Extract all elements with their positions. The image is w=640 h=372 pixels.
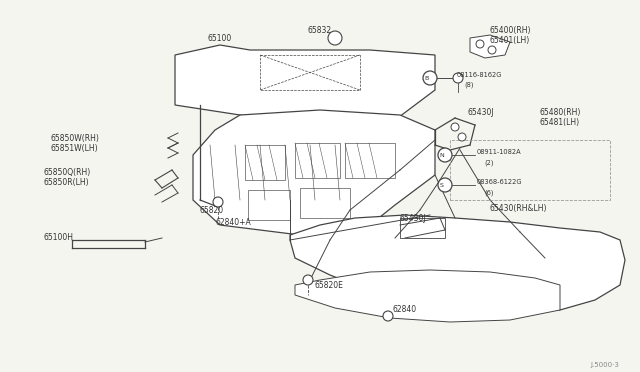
Text: 65850W(RH): 65850W(RH) [50,134,99,142]
Text: 65850R(LH): 65850R(LH) [43,177,88,186]
Polygon shape [193,110,435,235]
Circle shape [213,197,223,207]
Text: 65850Q(RH): 65850Q(RH) [43,167,90,176]
Polygon shape [175,45,435,130]
Text: 65100: 65100 [208,33,232,42]
Text: N: N [440,153,444,157]
Text: B: B [425,76,429,80]
Text: (8): (8) [464,82,474,88]
Text: (2): (2) [484,160,493,166]
Text: 08911-1082A: 08911-1082A [477,149,522,155]
Polygon shape [290,215,625,310]
Text: 65430(RH&LH): 65430(RH&LH) [490,203,547,212]
Circle shape [328,31,342,45]
Text: (6): (6) [484,190,493,196]
Text: 65401(LH): 65401(LH) [490,35,531,45]
Text: 65820E: 65820E [315,280,344,289]
Circle shape [423,71,437,85]
Polygon shape [470,35,510,58]
Text: 65100H: 65100H [43,232,73,241]
Text: J.5000·3: J.5000·3 [590,362,619,368]
Text: 65430J: 65430J [468,108,495,116]
Text: 65480(RH): 65480(RH) [540,108,581,116]
Text: 65400(RH): 65400(RH) [490,26,531,35]
Text: S: S [440,183,444,187]
Circle shape [453,73,463,83]
Text: 65851W(LH): 65851W(LH) [50,144,98,153]
Text: 62840: 62840 [393,305,417,314]
Text: 08116-8162G: 08116-8162G [457,72,502,78]
Circle shape [438,148,452,162]
Circle shape [488,46,496,54]
Text: 65820: 65820 [200,205,224,215]
Circle shape [383,311,393,321]
Text: 65430J: 65430J [400,214,427,222]
Polygon shape [295,270,560,322]
Circle shape [303,275,313,285]
Circle shape [438,178,452,192]
Circle shape [458,133,466,141]
Circle shape [451,123,459,131]
Text: 65481(LH): 65481(LH) [540,118,580,126]
Text: 08368-6122G: 08368-6122G [477,179,522,185]
Circle shape [476,40,484,48]
Text: 65832: 65832 [308,26,332,35]
Text: 62840+A: 62840+A [215,218,251,227]
